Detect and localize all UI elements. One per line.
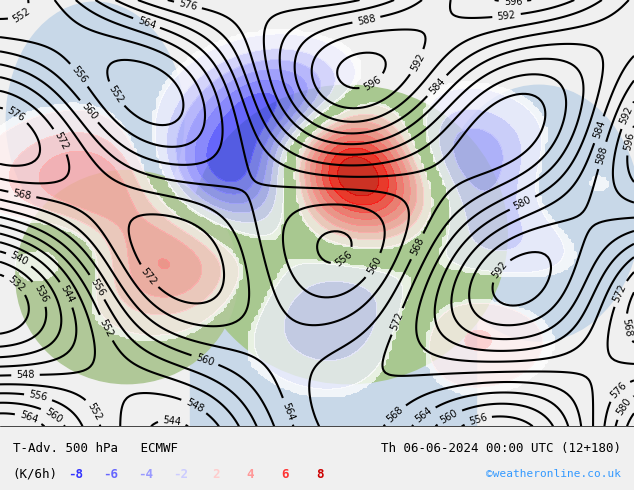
Text: 572: 572: [52, 131, 70, 152]
Text: 564: 564: [136, 15, 157, 31]
Text: 572: 572: [389, 311, 405, 332]
Text: 560: 560: [43, 406, 64, 425]
Text: 556: 556: [70, 65, 89, 85]
Bar: [190, 319, 476, 426]
Text: 556: 556: [28, 390, 48, 403]
Text: 6: 6: [281, 467, 289, 481]
Text: 552: 552: [86, 401, 103, 422]
Text: 4: 4: [247, 467, 254, 481]
Text: 556: 556: [88, 276, 107, 297]
Text: 588: 588: [356, 13, 377, 26]
Text: 568: 568: [385, 405, 405, 424]
Text: 584: 584: [591, 120, 607, 140]
Text: 552: 552: [11, 6, 32, 25]
Text: 568: 568: [12, 188, 32, 201]
Text: 576: 576: [5, 105, 27, 123]
Text: 572: 572: [139, 266, 158, 287]
Text: 568: 568: [620, 318, 633, 338]
Text: 2: 2: [212, 467, 219, 481]
Text: T-Adv. 500 hPa   ECMWF: T-Adv. 500 hPa ECMWF: [13, 442, 178, 455]
Text: -6: -6: [103, 467, 119, 481]
Text: 560: 560: [79, 101, 99, 122]
Text: 556: 556: [467, 412, 488, 427]
Text: 552: 552: [98, 317, 115, 339]
Text: 560: 560: [365, 255, 383, 276]
Text: 592: 592: [497, 10, 516, 22]
Text: 596: 596: [362, 74, 383, 93]
Text: 8: 8: [316, 467, 324, 481]
Text: -4: -4: [138, 467, 153, 481]
Text: ©weatheronline.co.uk: ©weatheronline.co.uk: [486, 469, 621, 479]
Text: 584: 584: [427, 75, 447, 96]
Text: 588: 588: [595, 145, 609, 166]
Text: 592: 592: [618, 105, 634, 126]
Text: 560: 560: [439, 408, 460, 425]
Text: (K/6h): (K/6h): [13, 467, 58, 481]
Text: 564: 564: [280, 401, 296, 422]
Text: 548: 548: [184, 397, 205, 414]
Text: 580: 580: [512, 195, 533, 212]
Text: 572: 572: [611, 283, 628, 304]
Text: -8: -8: [68, 467, 84, 481]
Text: 536: 536: [32, 283, 49, 304]
Text: 564: 564: [413, 406, 434, 425]
Text: 580: 580: [614, 396, 633, 417]
Text: 532: 532: [6, 274, 26, 294]
Ellipse shape: [6, 2, 184, 237]
Text: 596: 596: [623, 131, 634, 151]
Ellipse shape: [16, 171, 238, 384]
Text: 560: 560: [195, 352, 216, 368]
Text: -2: -2: [173, 467, 188, 481]
Text: 552: 552: [107, 84, 125, 105]
Ellipse shape: [437, 85, 634, 341]
Text: 544: 544: [58, 284, 75, 305]
Ellipse shape: [190, 85, 507, 384]
Text: Th 06-06-2024 00:00 UTC (12+180): Th 06-06-2024 00:00 UTC (12+180): [381, 442, 621, 455]
Text: 544: 544: [162, 415, 182, 427]
Text: 576: 576: [178, 0, 198, 12]
Text: 556: 556: [333, 249, 354, 269]
Text: 540: 540: [9, 250, 30, 268]
Text: 596: 596: [503, 0, 522, 7]
Text: 564: 564: [18, 410, 39, 425]
Text: 568: 568: [409, 236, 425, 257]
Text: 576: 576: [608, 380, 628, 400]
Text: 548: 548: [16, 370, 35, 380]
Text: 592: 592: [409, 51, 426, 73]
Text: 592: 592: [490, 260, 510, 280]
